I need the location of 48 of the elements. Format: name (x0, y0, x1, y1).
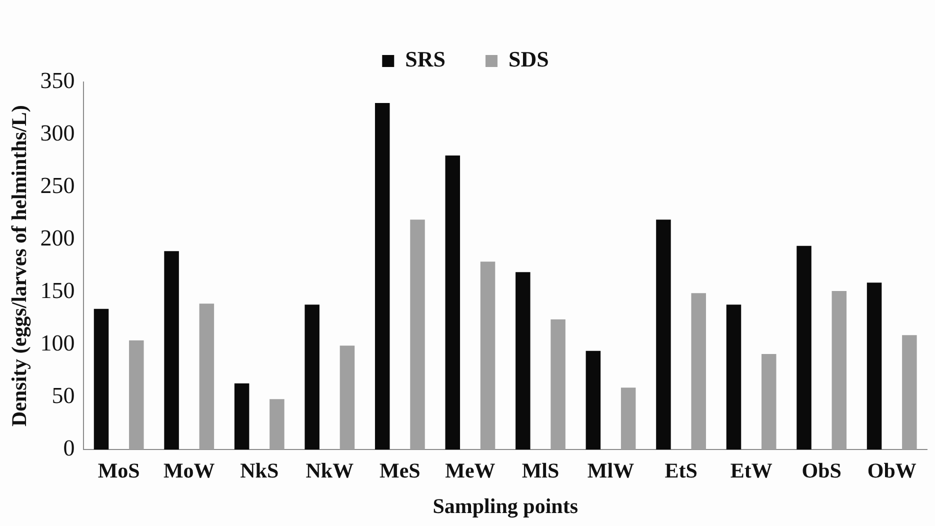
y-tick-label: 100 (40, 330, 75, 356)
y-tick-label: 250 (40, 173, 75, 198)
legend-label: SRS (405, 46, 446, 72)
x-tick-label: MoW (163, 458, 215, 483)
bar (340, 346, 355, 450)
legend-label: SDS (508, 46, 549, 72)
x-tick-label: EtS (664, 458, 698, 483)
bar (550, 319, 566, 450)
x-tick-label: MlS (522, 458, 560, 483)
bar (164, 251, 179, 450)
x-tick-label: MlW (587, 458, 634, 483)
x-axis-title: Sampling points (432, 494, 578, 518)
x-tick-label: MeS (380, 458, 420, 483)
bar (199, 304, 214, 450)
bar (516, 272, 530, 450)
x-tick-label: EtW (730, 458, 772, 483)
bar (620, 388, 636, 450)
bar (94, 308, 109, 450)
bar (410, 220, 425, 450)
y-axis-title: Density (eggs/larves of helminths/L) (7, 105, 32, 427)
x-tick-label: ObS (802, 458, 842, 483)
bar (726, 304, 742, 450)
bar (445, 156, 460, 450)
y-tick-label: 350 (40, 68, 75, 94)
y-tick-label: 50 (52, 383, 75, 408)
bar (129, 340, 144, 450)
bar (796, 246, 812, 450)
y-tick-label: 200 (40, 226, 75, 251)
x-tick-label: MeW (445, 458, 496, 483)
y-tick-label: 150 (40, 278, 75, 304)
bar (586, 350, 601, 450)
x-tick-label: NkW (306, 458, 354, 483)
bar (691, 293, 706, 450)
bar (832, 291, 847, 450)
bar (902, 335, 917, 450)
x-tick-label: ObW (867, 458, 916, 483)
bar (234, 383, 250, 450)
bar (866, 282, 882, 450)
bar (374, 103, 390, 450)
bar (480, 262, 496, 450)
bar (762, 354, 776, 450)
bar (656, 220, 671, 450)
y-tick-label: 300 (40, 120, 75, 146)
x-tick-label: NkS (240, 458, 279, 483)
bar (304, 304, 320, 450)
y-tick-label: 0 (63, 436, 75, 461)
bar (270, 399, 284, 450)
x-tick-label: MoS (98, 458, 140, 483)
